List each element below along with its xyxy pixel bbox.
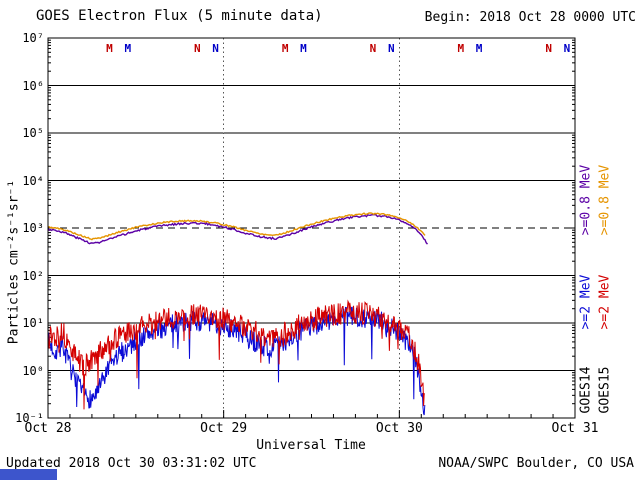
x-tick-label: Oct 31 [551,421,599,436]
noon-midnight-marker: M [106,42,113,55]
plot-border [47,37,576,419]
begin-time-label: Begin: 2018 Oct 28 0000 UTC [424,10,636,25]
noon-midnight-marker: N [194,42,201,55]
noon-midnight-marker: N [388,42,395,55]
noon-midnight-marker: N [370,42,377,55]
series-goes15-0.8-mev [48,212,426,241]
credit-label: NOAA/SWPC Boulder, CO USA [438,456,634,471]
y-tick-label: 10³ [22,221,44,235]
series-group [48,212,429,416]
series-goes14-0.8-mev [48,214,429,245]
noon-midnight-marker: N [212,42,219,55]
noon-midnight-marker: M [300,42,307,55]
noon-midnight-marker: M [124,42,131,55]
noon-midnight-marker: N [564,42,571,55]
y-tick-label: 10⁴ [22,173,44,188]
legend-label-goes15: GOES15 [597,366,613,414]
legend-label--0.8-mev: >=0.8 MeV [578,164,594,236]
noon-midnight-marker: M [282,42,289,55]
legend-label-goes14: GOES14 [578,366,594,414]
x-tick-label: Oct 30 [375,421,423,436]
noon-midnight-marker: M [458,42,465,55]
updated-label: Updated 2018 Oct 30 03:31:02 UTC [6,456,257,471]
noon-midnight-marker: N [545,42,552,55]
legend-label--0.8-mev: >=0.8 MeV [597,164,613,236]
x-axis-label: Universal Time [256,438,366,453]
bottom-left-highlight-bar [0,469,57,480]
y-tick-label: 10⁷ [22,31,44,45]
legend-label--2-mev: >=2 MeV [578,274,594,330]
series-goes15-2-mev [48,299,426,410]
y-tick-label: 10¹ [22,316,44,330]
y-tick-label: 10⁰ [22,363,44,378]
y-tick-label: 10⁵ [22,126,44,140]
x-tick-label: Oct 29 [200,421,248,436]
noon-midnight-marker: M [476,42,483,55]
chart-title: GOES Electron Flux (5 minute data) [36,8,323,24]
legend-label--2-mev: >=2 MeV [597,274,613,330]
x-tick-label: Oct 28 [24,421,72,436]
y-tick-label: 10⁻¹ [15,411,44,425]
y-tick-label: 10⁶ [22,78,44,93]
y-tick-label: 10² [22,268,44,283]
